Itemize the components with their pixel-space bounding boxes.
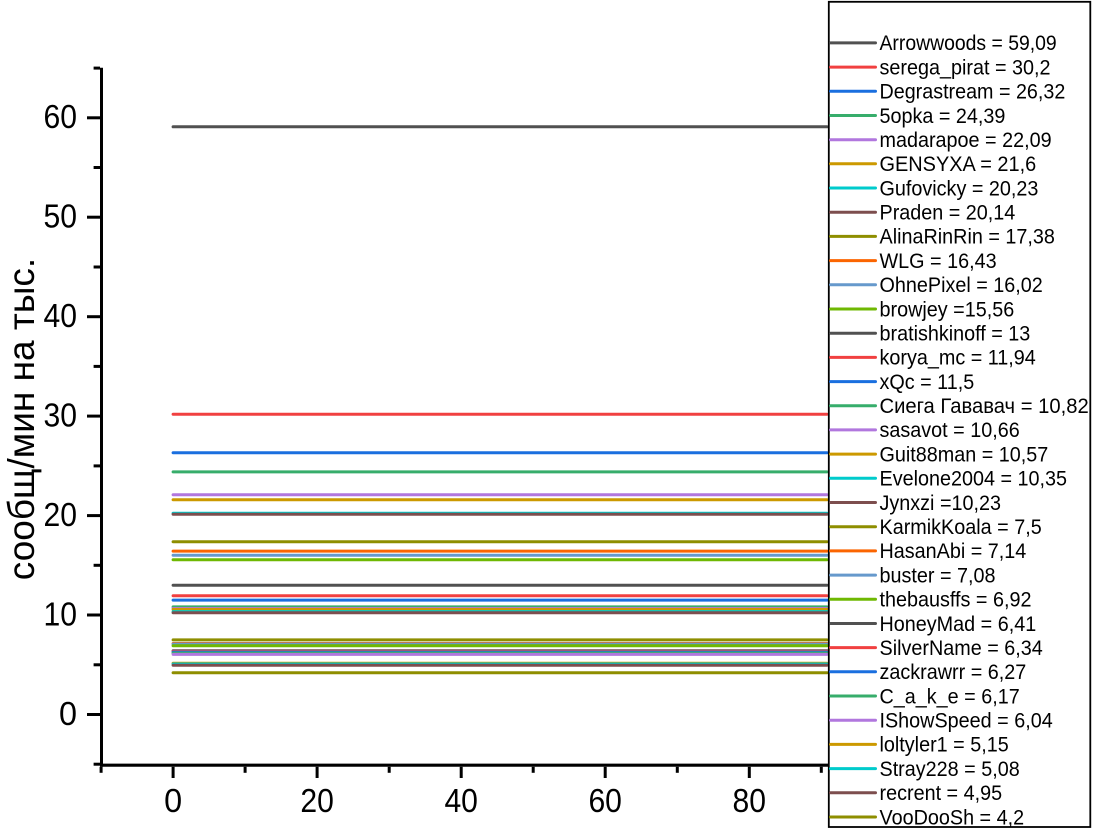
svg-text:HasanAbi = 7,14: HasanAbi = 7,14 <box>880 539 1027 563</box>
svg-text:50: 50 <box>44 198 78 235</box>
svg-text:bratishkinoff = 13: bratishkinoff = 13 <box>880 322 1031 346</box>
svg-text:Evelone2004 = 10,35: Evelone2004 = 10,35 <box>880 467 1068 491</box>
svg-text:C_a_k_e = 6,17: C_a_k_e = 6,17 <box>880 684 1020 708</box>
svg-text:korya_mc = 11,94: korya_mc = 11,94 <box>880 346 1036 370</box>
svg-text:VooDooSh = 4,2: VooDooSh = 4,2 <box>880 805 1025 829</box>
svg-text:Stray228 = 5,08: Stray228 = 5,08 <box>880 757 1020 781</box>
svg-text:Jynxzi =10,23: Jynxzi =10,23 <box>880 491 1002 515</box>
svg-text:20: 20 <box>44 496 78 533</box>
svg-text:serega_pirat = 30,2: serega_pirat = 30,2 <box>880 55 1051 79</box>
svg-text:GENSYXA = 21,6: GENSYXA = 21,6 <box>880 152 1037 176</box>
svg-text:OhnePixel = 16,02: OhnePixel = 16,02 <box>880 273 1043 297</box>
svg-text:80: 80 <box>733 782 767 819</box>
svg-text:xQc = 11,5: xQc = 11,5 <box>880 370 975 394</box>
svg-text:40: 40 <box>44 297 78 334</box>
svg-text:5opka = 24,39: 5opka = 24,39 <box>880 104 1006 128</box>
svg-text:60: 60 <box>44 98 78 135</box>
svg-text:Gufovicky = 20,23: Gufovicky = 20,23 <box>880 176 1039 200</box>
svg-text:recrent = 4,95: recrent = 4,95 <box>880 781 1003 805</box>
svg-text:AlinaRinRin = 17,38: AlinaRinRin = 17,38 <box>880 225 1055 249</box>
svg-text:60: 60 <box>588 782 622 819</box>
svg-text:0: 0 <box>59 695 77 732</box>
svg-text:Arrowwoods = 59,09: Arrowwoods = 59,09 <box>880 31 1057 55</box>
svg-text:browjey =15,56: browjey =15,56 <box>880 297 1015 321</box>
svg-text:20: 20 <box>300 782 334 819</box>
svg-text:zackrawrr = 6,27: zackrawrr = 6,27 <box>880 660 1027 684</box>
svg-text:Сиега Гававач = 10,82: Сиега Гававач = 10,82 <box>880 394 1089 418</box>
svg-text:buster = 7,08: buster = 7,08 <box>880 563 996 587</box>
svg-text:loltyler1 = 5,15: loltyler1 = 5,15 <box>880 733 1009 757</box>
svg-text:madarapoe = 22,09: madarapoe = 22,09 <box>880 128 1052 152</box>
svg-text:HoneyMad = 6,41: HoneyMad = 6,41 <box>880 612 1037 636</box>
svg-text:Degrastream = 26,32: Degrastream = 26,32 <box>880 80 1066 104</box>
svg-text:sasavot = 10,66: sasavot = 10,66 <box>880 418 1020 442</box>
svg-text:0: 0 <box>164 782 182 819</box>
svg-text:10: 10 <box>44 595 78 632</box>
svg-text:IShowSpeed = 6,04: IShowSpeed = 6,04 <box>880 709 1053 733</box>
svg-text:30: 30 <box>44 397 78 434</box>
svg-text:SilverName = 6,34: SilverName = 6,34 <box>880 636 1043 660</box>
svg-text:сообщ/мин на тыс.: сообщ/мин на тыс. <box>1 258 42 580</box>
svg-text:KarmikKoala = 7,5: KarmikKoala = 7,5 <box>880 515 1042 539</box>
svg-text:WLG = 16,43: WLG = 16,43 <box>880 249 997 273</box>
svg-text:Guit88man = 10,57: Guit88man = 10,57 <box>880 442 1049 466</box>
svg-text:Praden = 20,14: Praden = 20,14 <box>880 201 1016 225</box>
svg-text:thebausffs = 6,92: thebausffs = 6,92 <box>880 588 1032 612</box>
svg-text:40: 40 <box>444 782 478 819</box>
